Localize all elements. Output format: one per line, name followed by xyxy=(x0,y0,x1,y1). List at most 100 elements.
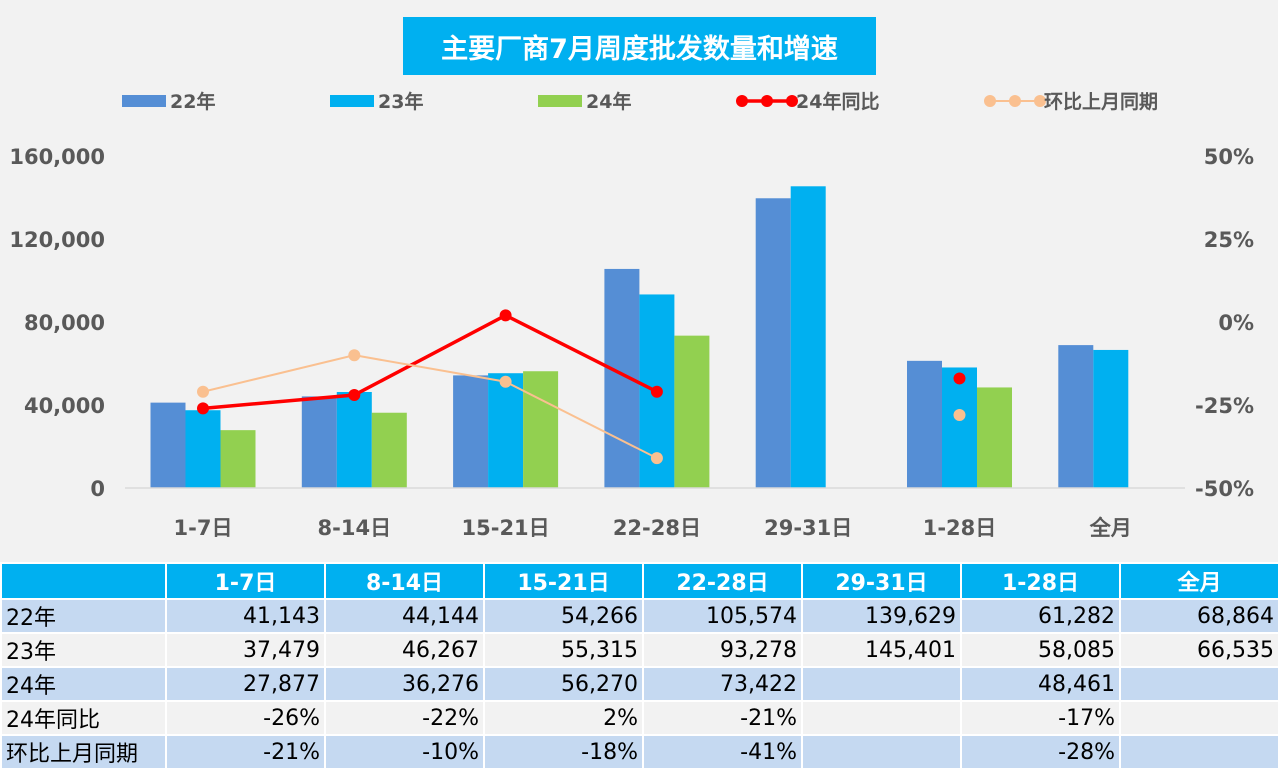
point-24年同比 xyxy=(499,309,512,322)
table-header-row: 1-7日 8-14日 15-21日 22-28日 29-31日 1-28日 全月 xyxy=(0,562,1278,600)
table-cell: 36,276 xyxy=(324,666,485,702)
table-cell xyxy=(801,700,962,736)
column-header: 29-31日 xyxy=(801,562,962,600)
category-label: 8-14日 xyxy=(318,516,392,540)
table-cell: 48,461 xyxy=(960,666,1121,702)
table-cell: 27,877 xyxy=(165,666,326,702)
table-cell xyxy=(1119,666,1278,702)
bar-24年 xyxy=(674,335,710,488)
table-cell: 55,315 xyxy=(483,632,644,668)
row-label: 24年同比 xyxy=(0,700,167,736)
point-环比上月同期 xyxy=(348,349,361,362)
left-axis-tick: 160,000 xyxy=(9,145,105,169)
table-cell: 105,574 xyxy=(642,598,803,634)
bar-22年 xyxy=(301,396,337,488)
bar-24年 xyxy=(523,371,559,488)
category-label: 1-7日 xyxy=(174,516,233,540)
point-环比上月同期 xyxy=(499,375,512,388)
legend-label: 24年同比 xyxy=(796,90,879,113)
bar-23年 xyxy=(488,373,524,488)
point-24年同比 xyxy=(650,385,663,398)
legend-swatch xyxy=(122,95,166,107)
chart-area: 主要厂商7月周度批发数量和增速 0 40,000 80,000 120,000 160,… xyxy=(0,0,1278,562)
right-axis-tick: 0% xyxy=(1218,311,1254,335)
table-cell: 93,278 xyxy=(642,632,803,668)
legend-swatch xyxy=(330,95,374,107)
table-row: 环比上月同期 -21% -10% -18% -41% -28% xyxy=(0,734,1278,770)
legend-marker xyxy=(1034,95,1046,107)
bar-23年 xyxy=(790,186,826,489)
bar-23年 xyxy=(1093,349,1129,488)
table-row: 24年同比 -26% -22% 2% -21% -17% xyxy=(0,700,1278,736)
table-cell: 44,144 xyxy=(324,598,485,634)
row-label: 23年 xyxy=(0,632,167,668)
category-label: 22-28日 xyxy=(613,516,701,540)
legend-label: 24年 xyxy=(586,90,631,113)
table-cell: 61,282 xyxy=(960,598,1121,634)
table-row: 23年 37,479 46,267 55,315 93,278 145,401 58,085… xyxy=(0,632,1278,668)
point-环比上月同期 xyxy=(197,385,209,398)
category-label: 15-21日 xyxy=(462,516,550,540)
table-cell: 2% xyxy=(483,700,644,736)
column-header xyxy=(0,562,167,600)
table-row: 22年 41,143 44,144 54,266 105,574 139,629 61,28… xyxy=(0,598,1278,634)
table-cell: -18% xyxy=(483,734,644,770)
point-环比上月同期 xyxy=(650,452,663,465)
left-axis-tick: 0 xyxy=(90,477,105,501)
column-header: 22-28日 xyxy=(642,562,803,600)
table-cell: 37,479 xyxy=(165,632,326,668)
right-axis-tick: -25% xyxy=(1195,394,1254,418)
table-cell: 46,267 xyxy=(324,632,485,668)
column-header: 1-28日 xyxy=(960,562,1121,600)
category-label: 全月 xyxy=(1089,516,1132,540)
table-cell: 41,143 xyxy=(165,598,326,634)
bar-24年 xyxy=(220,430,256,488)
bar-22年 xyxy=(755,198,791,488)
legend-marker xyxy=(786,95,798,107)
row-label: 环比上月同期 xyxy=(0,734,167,770)
left-axis-tick: 40,000 xyxy=(24,394,105,418)
bar-22年 xyxy=(907,360,942,488)
table-cell: 66,535 xyxy=(1119,632,1278,668)
table-cell: 54,266 xyxy=(483,598,644,634)
bar-22年 xyxy=(453,375,489,488)
table-cell: 139,629 xyxy=(801,598,962,634)
line-环比上月同期 xyxy=(202,354,658,460)
legend-label: 环比上月同期 xyxy=(1044,91,1158,113)
left-axis-tick: 80,000 xyxy=(24,311,105,335)
legend-marker xyxy=(1009,95,1021,107)
table-cell: 58,085 xyxy=(960,632,1121,668)
table-cell: 145,401 xyxy=(801,632,962,668)
row-label: 22年 xyxy=(0,598,167,634)
table-cell xyxy=(1119,700,1278,736)
bar-24年 xyxy=(371,412,407,488)
legend-marker xyxy=(984,95,996,107)
data-table: 1-7日 8-14日 15-21日 22-28日 29-31日 1-28日 全月 22年 41… xyxy=(0,562,1278,770)
table-cell: -22% xyxy=(324,700,485,736)
table-cell: 56,270 xyxy=(483,666,644,702)
chart-svg: 0 40,000 80,000 120,000 160,000 -50% -25% 0% 25%… xyxy=(9,90,1254,540)
legend-label: 22年 xyxy=(170,90,215,113)
table-cell: -21% xyxy=(165,734,326,770)
table-cell xyxy=(1119,734,1278,770)
table-cell: -28% xyxy=(960,734,1121,770)
legend-label: 23年 xyxy=(378,90,423,113)
chart-title: 主要厂商7月周度批发数量和增速 xyxy=(403,17,876,75)
table-cell: -21% xyxy=(642,700,803,736)
legend-marker xyxy=(761,95,773,107)
bar-23年 xyxy=(185,410,221,488)
table-cell xyxy=(801,734,962,770)
point-环比上月同期 xyxy=(953,408,966,421)
legend-swatch xyxy=(538,95,582,107)
column-header: 1-7日 xyxy=(165,562,326,600)
bar-22年 xyxy=(1058,345,1094,488)
point-24年同比 xyxy=(348,389,361,402)
table-cell xyxy=(801,666,962,702)
left-axis-tick: 120,000 xyxy=(9,228,105,252)
table-cell: -26% xyxy=(165,700,326,736)
bar-22年 xyxy=(150,402,186,488)
point-24年同比 xyxy=(197,402,209,415)
column-header: 15-21日 xyxy=(483,562,644,600)
column-header: 全月 xyxy=(1119,562,1278,600)
right-axis-tick: 50% xyxy=(1204,145,1254,169)
